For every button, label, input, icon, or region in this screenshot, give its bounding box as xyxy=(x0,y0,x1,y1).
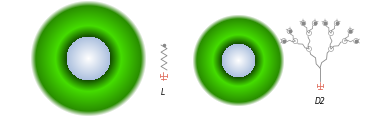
Circle shape xyxy=(328,31,334,36)
Circle shape xyxy=(334,21,339,26)
Circle shape xyxy=(348,29,353,34)
Text: D2: D2 xyxy=(315,97,325,106)
Circle shape xyxy=(307,46,312,52)
Circle shape xyxy=(287,29,292,34)
Circle shape xyxy=(323,21,328,26)
Circle shape xyxy=(293,38,298,44)
Circle shape xyxy=(312,21,317,26)
Text: L: L xyxy=(161,88,165,97)
Circle shape xyxy=(307,31,312,36)
Circle shape xyxy=(328,46,334,52)
Circle shape xyxy=(301,21,306,26)
Circle shape xyxy=(353,38,359,44)
Circle shape xyxy=(342,38,347,44)
Circle shape xyxy=(282,38,286,44)
